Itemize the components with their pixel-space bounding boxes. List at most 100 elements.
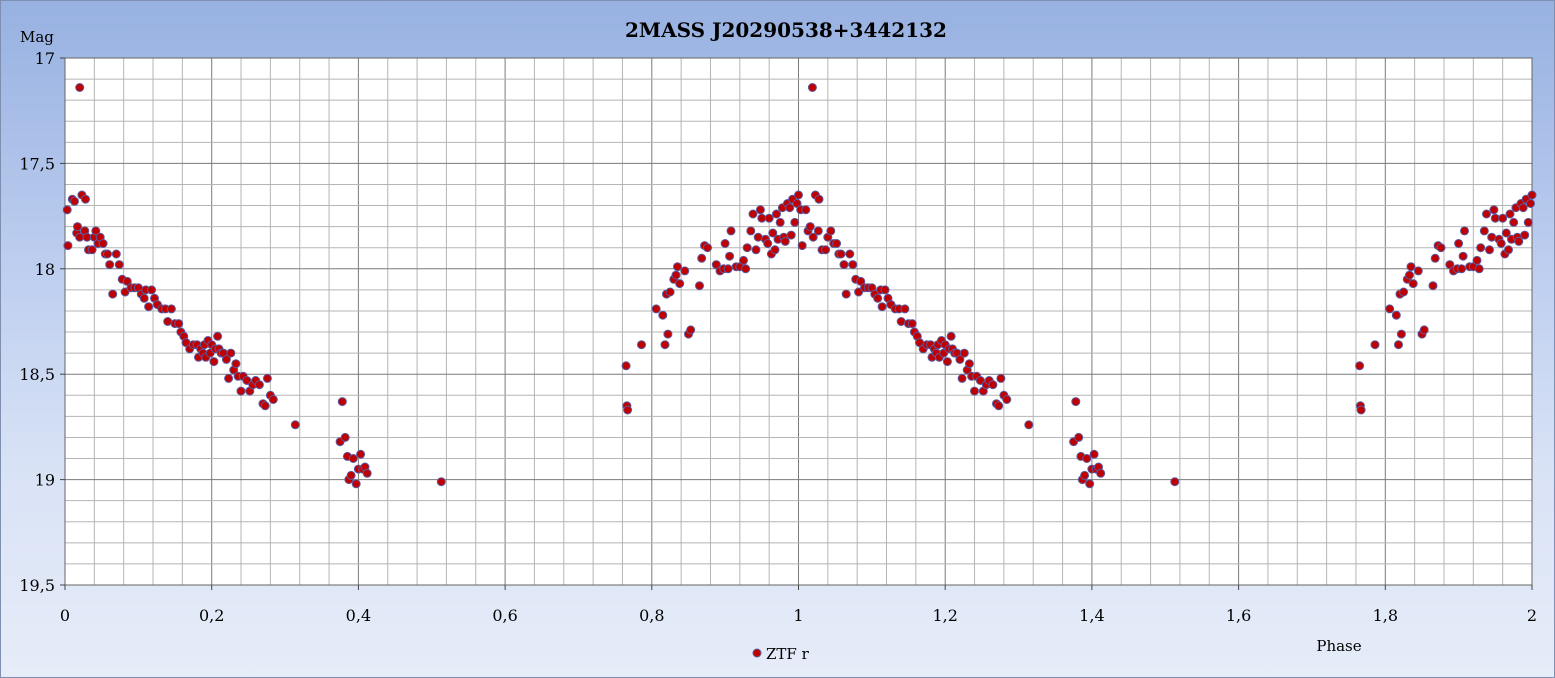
data-point — [1518, 203, 1528, 213]
data-point — [964, 359, 974, 369]
data-point — [839, 260, 849, 270]
chart-title: 2MASS J20290538+3442132 — [625, 18, 947, 42]
data-point — [907, 319, 917, 329]
data-point — [697, 253, 707, 263]
legend: ZTF r — [752, 645, 810, 663]
x-tick-label: 0,2 — [199, 606, 224, 625]
data-point — [651, 304, 661, 314]
data-point — [1355, 361, 1365, 371]
data-point — [1082, 454, 1092, 463]
data-point — [166, 304, 176, 314]
data-point — [757, 213, 767, 223]
data-point — [900, 304, 910, 314]
data-point — [841, 289, 851, 299]
data-point — [748, 209, 758, 219]
data-point — [144, 302, 154, 312]
data-point — [236, 386, 246, 396]
data-point — [1002, 395, 1012, 404]
data-point — [959, 348, 969, 358]
data-point — [1074, 432, 1084, 442]
data-point — [658, 310, 668, 320]
data-point — [254, 380, 264, 390]
data-point — [1399, 287, 1409, 297]
y-tick-labels: 17 17,5 18 18,5 19 19,5 — [19, 49, 65, 595]
y-tick-label: 17 — [35, 49, 55, 68]
data-point — [1509, 217, 1519, 227]
data-point — [764, 213, 774, 223]
data-point — [1458, 251, 1468, 261]
data-point — [1501, 228, 1511, 238]
data-point — [1474, 264, 1484, 274]
data-point — [621, 361, 631, 371]
data-point — [720, 239, 730, 248]
data-point — [1476, 243, 1486, 253]
data-point — [1505, 209, 1515, 219]
data-point — [1419, 325, 1429, 335]
data-point — [356, 449, 366, 459]
data-point — [1479, 226, 1489, 236]
data-point — [832, 239, 842, 248]
data-point — [362, 468, 372, 478]
data-point — [1485, 245, 1494, 255]
data-point — [1396, 329, 1406, 339]
data-point — [1523, 217, 1533, 227]
x-tick-label: 1,2 — [932, 606, 957, 625]
data-point — [1526, 199, 1535, 208]
data-point — [1457, 264, 1467, 274]
data-point — [221, 354, 231, 364]
data-point — [768, 228, 778, 238]
data-point — [1394, 340, 1403, 350]
x-axis-label: Phase — [1316, 637, 1361, 655]
data-point — [970, 386, 979, 396]
data-point — [725, 251, 735, 261]
data-point — [623, 405, 633, 415]
data-point — [340, 432, 350, 442]
data-point — [877, 302, 887, 312]
data-point — [770, 245, 780, 255]
data-point — [805, 222, 815, 232]
data-point — [845, 249, 855, 259]
x-tick-label: 1 — [793, 606, 803, 625]
data-point — [62, 205, 72, 215]
data-point — [1436, 243, 1446, 253]
data-point — [1527, 190, 1537, 200]
data-point — [726, 226, 736, 236]
x-tick-label: 0,8 — [639, 606, 664, 625]
data-point — [772, 209, 781, 219]
data-point — [786, 230, 796, 240]
data-point — [807, 83, 817, 92]
data-point — [260, 401, 270, 411]
x-tick-labels: 0 0,2 0,4 0,6 0,8 1 1,2 1,4 1,6 1,8 2 — [60, 585, 1537, 625]
data-point — [1085, 479, 1095, 489]
data-point — [351, 479, 361, 489]
data-point — [880, 285, 890, 295]
data-point — [213, 331, 223, 341]
data-point — [1430, 253, 1440, 263]
data-point — [996, 373, 1006, 383]
data-point — [1408, 279, 1418, 289]
data-point — [290, 420, 300, 430]
y-tick-label: 19,5 — [19, 576, 55, 595]
data-point — [147, 285, 157, 295]
data-point — [224, 373, 234, 383]
data-point — [814, 194, 824, 204]
legend-marker — [752, 648, 762, 658]
data-point — [836, 249, 846, 259]
data-point — [755, 205, 765, 215]
data-point — [703, 243, 712, 253]
data-point — [813, 226, 823, 236]
data-point — [794, 190, 803, 200]
data-point — [1385, 304, 1395, 314]
data-point — [1460, 226, 1469, 236]
data-point — [70, 196, 79, 206]
data-point — [63, 241, 73, 251]
data-point — [1370, 340, 1380, 350]
data-point — [741, 264, 751, 274]
y-tick-label: 18 — [35, 260, 55, 279]
grid — [64, 57, 1533, 586]
data-point — [111, 249, 121, 259]
data-point — [994, 401, 1004, 411]
x-tick-label: 0 — [60, 606, 70, 625]
data-point — [763, 239, 773, 248]
